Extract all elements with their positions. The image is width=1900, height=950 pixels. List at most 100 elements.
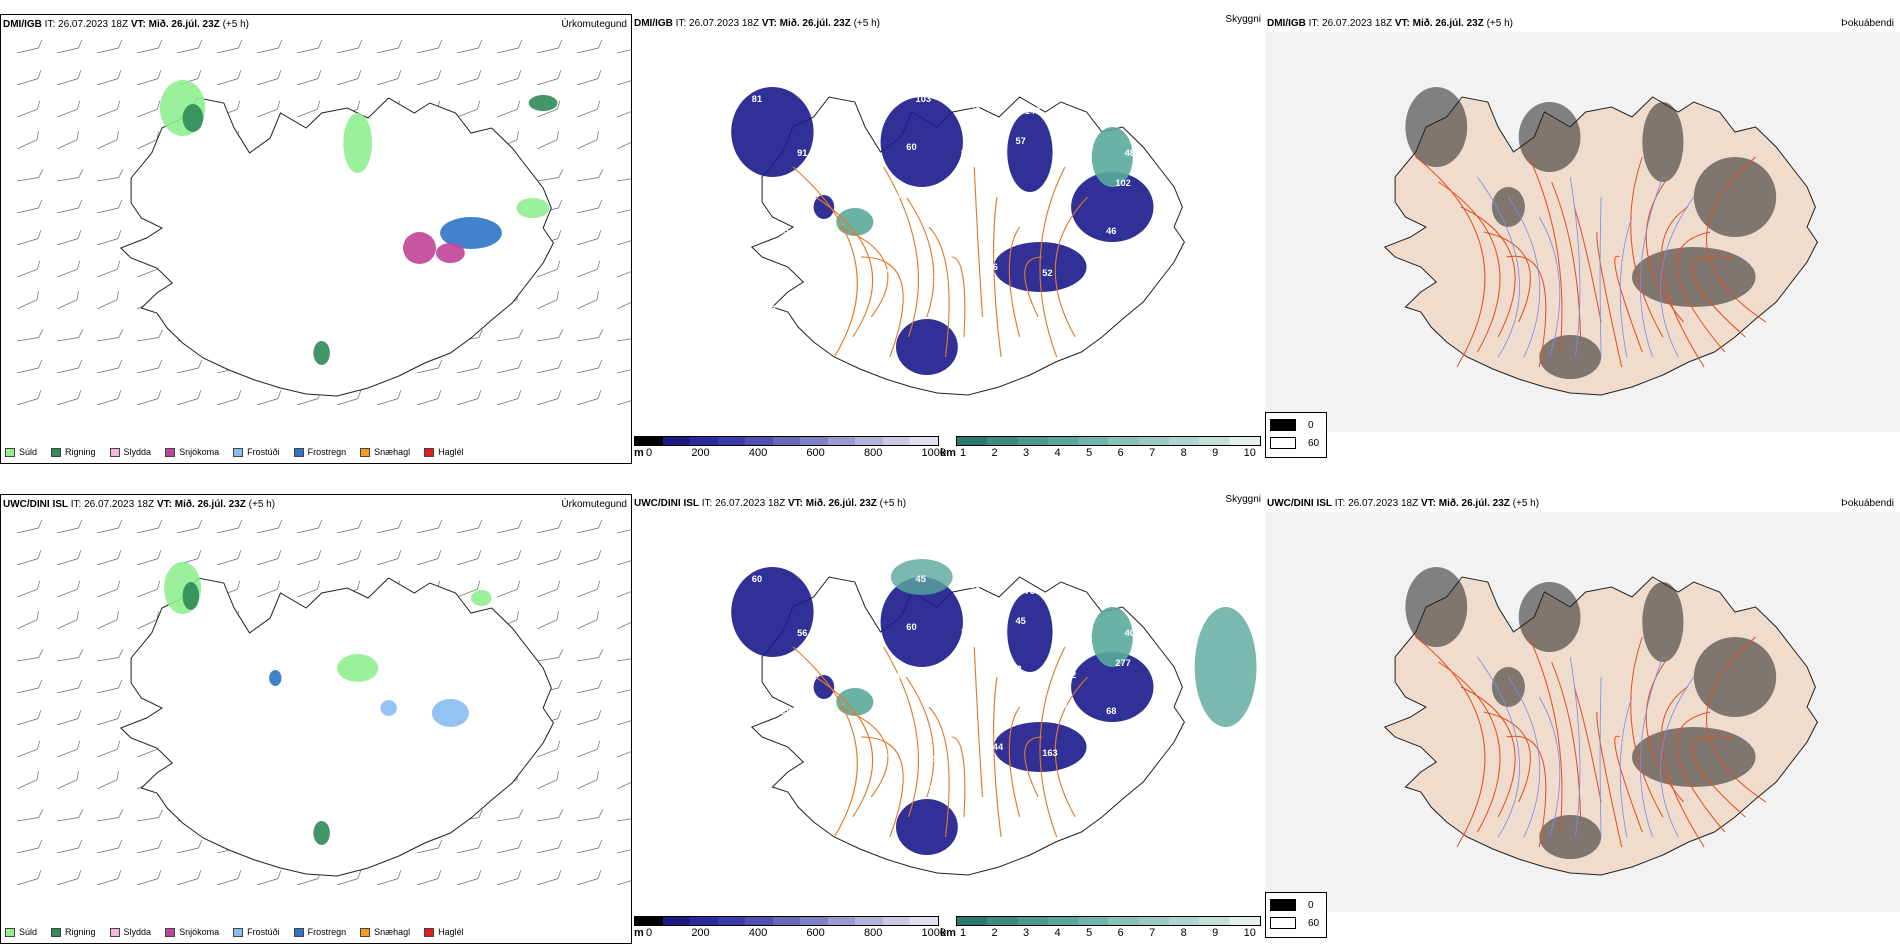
colorbar-tick-8: 9: [1212, 447, 1219, 459]
visibility-value: 77: [997, 232, 1007, 242]
legend-label: Snæhagl: [374, 927, 411, 937]
legend-item-6: Snæhagl: [360, 927, 410, 937]
visibility-value: 102: [1115, 178, 1130, 188]
colorbar-tick-6: 7: [1149, 447, 1156, 459]
visibility-value: 44: [1070, 142, 1081, 152]
colorbar-step-8: [855, 917, 883, 925]
height-ticks: 0 200 400 600 800 1000: [646, 447, 946, 459]
visibility-value: 50: [933, 754, 943, 764]
visibility-value: 81: [760, 784, 770, 794]
fog-map-1: [1265, 32, 1900, 432]
legend-label: Haglél: [438, 927, 464, 937]
legend-label: Súld: [19, 927, 38, 937]
legend-item-1: Rigning: [51, 447, 96, 457]
legend-item-4: Frostúði: [233, 927, 280, 937]
colorbar-step-3: [717, 917, 746, 925]
colorbar-step-0: [957, 437, 988, 445]
colorbar-tick-4: 5: [1086, 927, 1093, 939]
colorbar-step-1: [662, 917, 691, 925]
vt-value: Mið. 26.júl. 23Z: [779, 18, 851, 29]
legend-item-7: Haglél: [424, 927, 464, 937]
visibility-value: 382: [1061, 670, 1076, 680]
visibility-value: 91: [797, 148, 807, 158]
colorbar-tick-5: 6: [1117, 927, 1124, 939]
visibility-value: 80: [961, 148, 971, 158]
visibility-value: 150: [997, 712, 1012, 722]
visibility-panel-2: UWC/DINI ISL IT: 26.07.2023 18Z VT: Mið.…: [632, 494, 1265, 944]
colorbar-step-4: [1078, 917, 1109, 925]
visibility-value: 67: [852, 616, 862, 626]
colorbar-step-10: [910, 917, 939, 925]
height-colorbar: [634, 916, 939, 926]
legend-item-2: Slydda: [109, 447, 151, 457]
visibility-value: 139: [760, 304, 775, 314]
it-value: 26.07.2023 18Z: [715, 498, 786, 509]
legend-label: Frostregn: [307, 447, 347, 457]
visibility-colorbar: [956, 436, 1261, 446]
visibility-value: 60: [906, 622, 916, 632]
visibility-ticks: 1 2 3 4 5 6 7 8 9 10: [960, 447, 1256, 459]
legend-item-0: Súld: [5, 927, 37, 937]
it-value: 26.07.2023 18Z: [58, 19, 129, 30]
colorbar-step-9: [882, 437, 911, 445]
visibility-value: 147: [1025, 106, 1040, 116]
colorbar-step-3: [717, 437, 746, 445]
visibility-value: 43: [769, 274, 779, 284]
vt-label: VT:: [1420, 498, 1436, 509]
model-name: DMI/IGB: [634, 18, 673, 29]
visibility-value: 60: [906, 142, 916, 152]
legend-swatch: [51, 447, 62, 457]
visibility-value: 32: [924, 784, 934, 794]
visibility-value: 67: [897, 670, 907, 680]
legend-item-5: Frostregn: [293, 927, 346, 937]
legend-item-3: Snjókoma: [165, 447, 219, 457]
fog-legend-row-1: 60: [1270, 914, 1322, 932]
colorbar-tick-5: 1000: [921, 447, 946, 459]
legend-swatch: [109, 447, 120, 457]
fog-legend: 0 60: [1265, 892, 1327, 938]
visibility-value: 59: [1079, 94, 1089, 104]
colorbar-tick-3: 4: [1054, 927, 1061, 939]
it-label: IT:: [44, 19, 56, 30]
colorbar-step-2: [1017, 437, 1048, 445]
visibility-value: 103: [916, 94, 931, 104]
visibility-map-2: 60 42 33 45 39 75 57 86 56 67 60 72 45 54 40 51 76 67 90 34…: [731, 559, 1257, 876]
colorbar-tick-3: 4: [1054, 447, 1061, 459]
legend-swatch: [165, 447, 176, 457]
colorbar-step-10: [910, 437, 939, 445]
legend-swatch: [233, 927, 244, 937]
colorbar-tick-4: 800: [863, 927, 883, 939]
visibility-value: 19: [1134, 100, 1144, 110]
colorbar-step-6: [1138, 917, 1170, 925]
precip-panel-1: DMI/IGB IT: 26.07.2023 18Z VT: Mið. 26.j…: [0, 14, 632, 464]
visibility-value: 343: [1006, 664, 1021, 674]
vt-label: VT:: [1394, 18, 1410, 29]
colorbar-step-9: [1229, 437, 1260, 445]
visibility-value: 270: [1052, 700, 1067, 710]
model-name: DMI/IGB: [3, 19, 42, 30]
fog-legend: 0 60: [1265, 412, 1327, 458]
colorbar-step-0: [635, 917, 663, 925]
it-label: IT:: [70, 499, 82, 510]
visibility-value: 46: [788, 178, 798, 188]
vt-value: Mið. 26.júl. 23Z: [1438, 498, 1510, 509]
panel-type-fog: Þokuábendi: [1841, 498, 1894, 509]
fog-legend-label: 60: [1308, 437, 1320, 449]
colorbar-step-4: [1078, 437, 1109, 445]
visibility-value: 76: [842, 664, 852, 674]
visibility-value: 41: [878, 748, 888, 758]
visibility-value: 46: [970, 100, 980, 110]
legend-item-7: Haglél: [424, 447, 464, 457]
colorbar-step-2: [690, 917, 718, 925]
legend-swatch: [360, 447, 371, 457]
it-label: IT:: [675, 18, 687, 29]
colorbar-tick-1: 200: [691, 927, 710, 939]
colorbar-step-5: [1108, 437, 1139, 445]
visibility-value: 157: [1097, 274, 1112, 284]
vt-label: VT:: [787, 498, 803, 509]
colorbar-step-8: [1199, 437, 1230, 445]
visibility-value: 86: [1134, 580, 1144, 590]
vt-value: Mið. 26.júl. 23Z: [174, 499, 246, 510]
legend-label: Rigning: [65, 927, 96, 937]
colorbar-tick-2: 3: [1023, 447, 1030, 459]
